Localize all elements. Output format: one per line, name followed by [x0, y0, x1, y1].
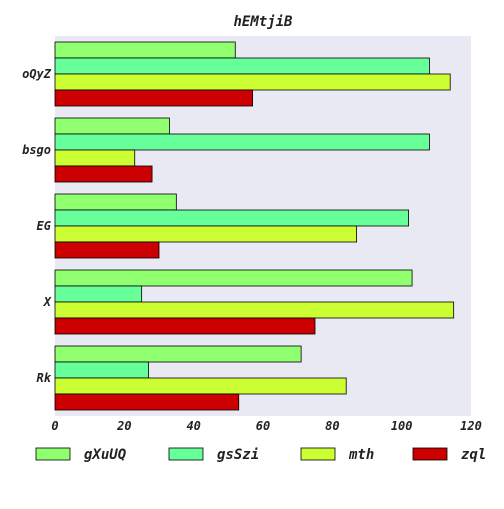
- x-tick-label: 20: [116, 419, 131, 433]
- bar-gsSzi-oQyZ: [54, 57, 430, 75]
- bar-zql-oQyZ: [54, 89, 254, 107]
- y-tick-label: Rk: [37, 371, 52, 385]
- bar-gXuUQ-X: [54, 269, 413, 287]
- bar-gsSzi-EG: [54, 209, 410, 227]
- legend: gXuUQ gsSzi mth zql: [35, 447, 486, 463]
- bar-mth-oQyZ: [54, 73, 451, 91]
- y-tick-label: oQyZ: [22, 67, 52, 81]
- bars-group: [54, 41, 455, 411]
- bar-gXuUQ-bsgo: [54, 117, 170, 135]
- x-tick-label: 120: [460, 419, 482, 433]
- x-axis: 0 20 40 60 80 100 120: [51, 419, 481, 433]
- chart-title: hEMtjiB: [233, 14, 293, 30]
- bar-zql-Rk: [54, 393, 240, 411]
- x-tick-label: 40: [186, 419, 200, 433]
- y-axis-labels: oQyZ bsgo EG X Rk: [22, 67, 52, 385]
- legend-swatch-gsSzi: [168, 447, 204, 461]
- bar-mth-EG: [54, 225, 358, 243]
- y-tick-label: X: [43, 295, 52, 309]
- legend-label-zql: zql: [461, 447, 486, 463]
- bar-mth-Rk: [54, 377, 347, 395]
- y-tick-label: EG: [37, 219, 51, 233]
- bar-zql-bsgo: [54, 165, 153, 183]
- bar-gXuUQ-oQyZ: [54, 41, 236, 59]
- bar-mth-bsgo: [54, 149, 136, 167]
- bar-gsSzi-X: [54, 285, 143, 303]
- bar-gsSzi-Rk: [54, 361, 149, 379]
- legend-swatch-gXuUQ: [35, 447, 71, 461]
- x-tick-label: 100: [391, 419, 413, 433]
- bar-gsSzi-bsgo: [54, 133, 430, 151]
- y-tick-label: bsgo: [22, 143, 51, 157]
- legend-swatch-zql: [412, 447, 448, 461]
- legend-label-mth: mth: [348, 447, 374, 463]
- bar-zql-EG: [54, 241, 160, 259]
- bar-zql-X: [54, 317, 316, 335]
- legend-label-gsSzi: gsSzi: [217, 447, 259, 463]
- x-tick-label: 60: [256, 419, 270, 433]
- x-tick-label: 80: [325, 419, 339, 433]
- x-tick-label: 0: [51, 419, 58, 433]
- bar-gXuUQ-EG: [54, 193, 177, 211]
- legend-label-gXuUQ: gXuUQ: [84, 447, 126, 463]
- bar-gXuUQ-Rk: [54, 345, 302, 363]
- bar-mth-X: [54, 301, 455, 319]
- legend-swatch-mth: [300, 447, 336, 461]
